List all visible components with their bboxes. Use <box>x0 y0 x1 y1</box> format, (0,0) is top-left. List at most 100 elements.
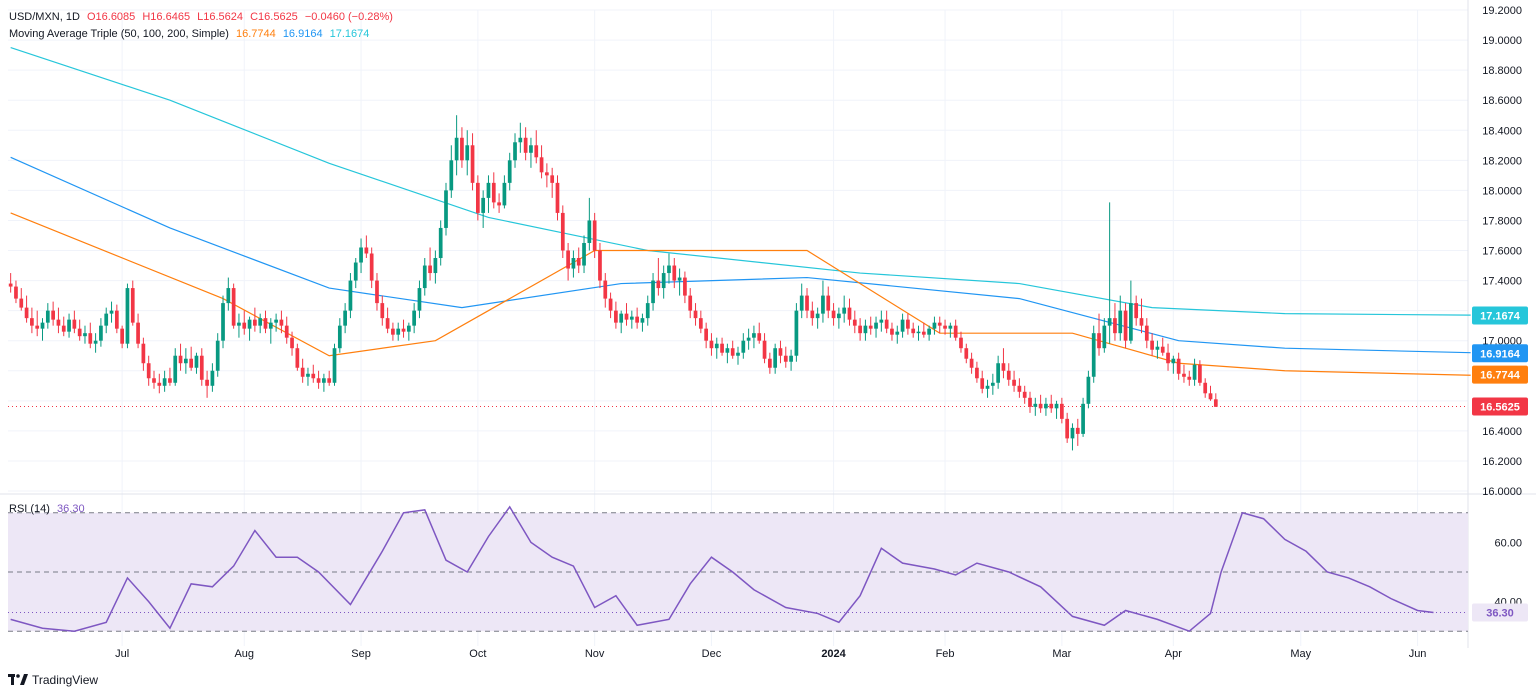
price-tick-label: 17.4000 <box>1482 276 1522 288</box>
candle-body <box>529 145 533 153</box>
candle-body <box>1129 303 1133 341</box>
candle-body <box>51 310 55 320</box>
candle <box>890 322 894 341</box>
candle <box>1166 343 1170 371</box>
candle-body <box>852 319 857 326</box>
candle <box>417 280 422 319</box>
candle-body <box>183 358 188 364</box>
candle <box>141 337 146 371</box>
candle-body <box>545 172 549 176</box>
candle <box>767 352 772 374</box>
candle <box>1091 325 1096 383</box>
candle <box>1203 378 1208 398</box>
candle-body <box>470 145 475 183</box>
candle <box>1198 360 1202 386</box>
candle <box>369 247 374 289</box>
rsi-series <box>10 505 1434 633</box>
candle-body <box>847 307 852 320</box>
candle <box>975 361 979 383</box>
candle <box>906 313 910 335</box>
candle-body <box>454 137 459 161</box>
candle <box>306 367 310 386</box>
candle <box>1065 412 1070 443</box>
candle <box>226 277 231 311</box>
time-tick-label: Mar <box>1052 648 1071 660</box>
candle-body <box>359 247 363 263</box>
candle <box>969 352 974 374</box>
candle <box>518 122 523 153</box>
time-tick-label: Jul <box>115 648 129 660</box>
rsi-legend-value: 36.30 <box>57 503 85 515</box>
candle-body <box>1192 364 1197 380</box>
candle-body <box>1213 399 1218 407</box>
candle-body <box>1139 318 1144 326</box>
candle <box>290 331 294 356</box>
candle-body <box>93 340 98 344</box>
candle-body <box>1198 364 1202 383</box>
candle-body <box>396 328 401 335</box>
candle <box>475 175 480 221</box>
candle-body <box>990 382 995 386</box>
candle <box>534 130 539 164</box>
ma-indicator-label[interactable]: Moving Average Triple (50, 100, 200, Sim… <box>9 28 229 40</box>
candle <box>189 346 194 371</box>
tradingview-brand: TradingView <box>32 673 99 687</box>
candle-body <box>380 303 385 319</box>
candle-body <box>789 355 793 362</box>
candle-body <box>1187 376 1192 380</box>
candle-body <box>1203 382 1208 394</box>
ma50-badge: 16.7744 <box>1472 365 1528 384</box>
candle <box>1150 333 1154 356</box>
candle-body <box>205 379 209 386</box>
candle <box>502 175 507 209</box>
candle-body <box>300 367 305 377</box>
candle <box>114 304 119 334</box>
candle-body <box>19 298 24 308</box>
ma50-badge-bg <box>1472 365 1528 384</box>
candle <box>582 235 586 274</box>
candle-body <box>1059 403 1064 419</box>
rsi-badge-text: 36.30 <box>1486 608 1514 620</box>
candle <box>821 280 825 323</box>
candle <box>1192 358 1197 386</box>
symbol-label[interactable]: USD/MXN, 1D <box>9 11 80 23</box>
candle <box>268 318 273 344</box>
candle <box>258 313 263 334</box>
candle <box>1033 397 1038 416</box>
candle <box>980 370 985 394</box>
candle <box>959 331 963 353</box>
candle <box>162 370 167 392</box>
candle-body <box>263 318 268 329</box>
candle-body <box>295 348 300 368</box>
candle-body <box>231 288 236 326</box>
candle <box>199 348 204 386</box>
candle-body <box>624 313 629 320</box>
candle <box>497 193 501 213</box>
candle-body <box>1049 403 1054 409</box>
candle <box>1086 370 1091 409</box>
candle-body <box>1182 373 1186 377</box>
candle-body <box>465 145 470 161</box>
candle <box>348 273 353 319</box>
candle <box>1054 400 1059 419</box>
candle <box>794 303 799 362</box>
candle-body <box>136 322 140 344</box>
candle <box>826 286 831 319</box>
change-value: −0.0460 (−0.28%) <box>304 11 393 23</box>
tradingview-logo[interactable]: TradingView <box>8 673 98 687</box>
candle-body <box>433 258 438 274</box>
candle <box>990 373 995 395</box>
candle-body <box>874 322 878 329</box>
candle-body <box>614 310 618 323</box>
candle <box>1070 423 1075 451</box>
price-tick-label: 18.4000 <box>1482 125 1522 137</box>
candle <box>51 301 55 326</box>
rsi-indicator-label[interactable]: RSI (14) <box>9 503 50 515</box>
candle <box>725 343 730 364</box>
candle-body <box>714 343 719 349</box>
candle-body <box>146 363 151 379</box>
candle <box>783 346 788 368</box>
candle <box>316 370 321 389</box>
candle-body <box>943 325 947 329</box>
candle <box>778 340 783 364</box>
